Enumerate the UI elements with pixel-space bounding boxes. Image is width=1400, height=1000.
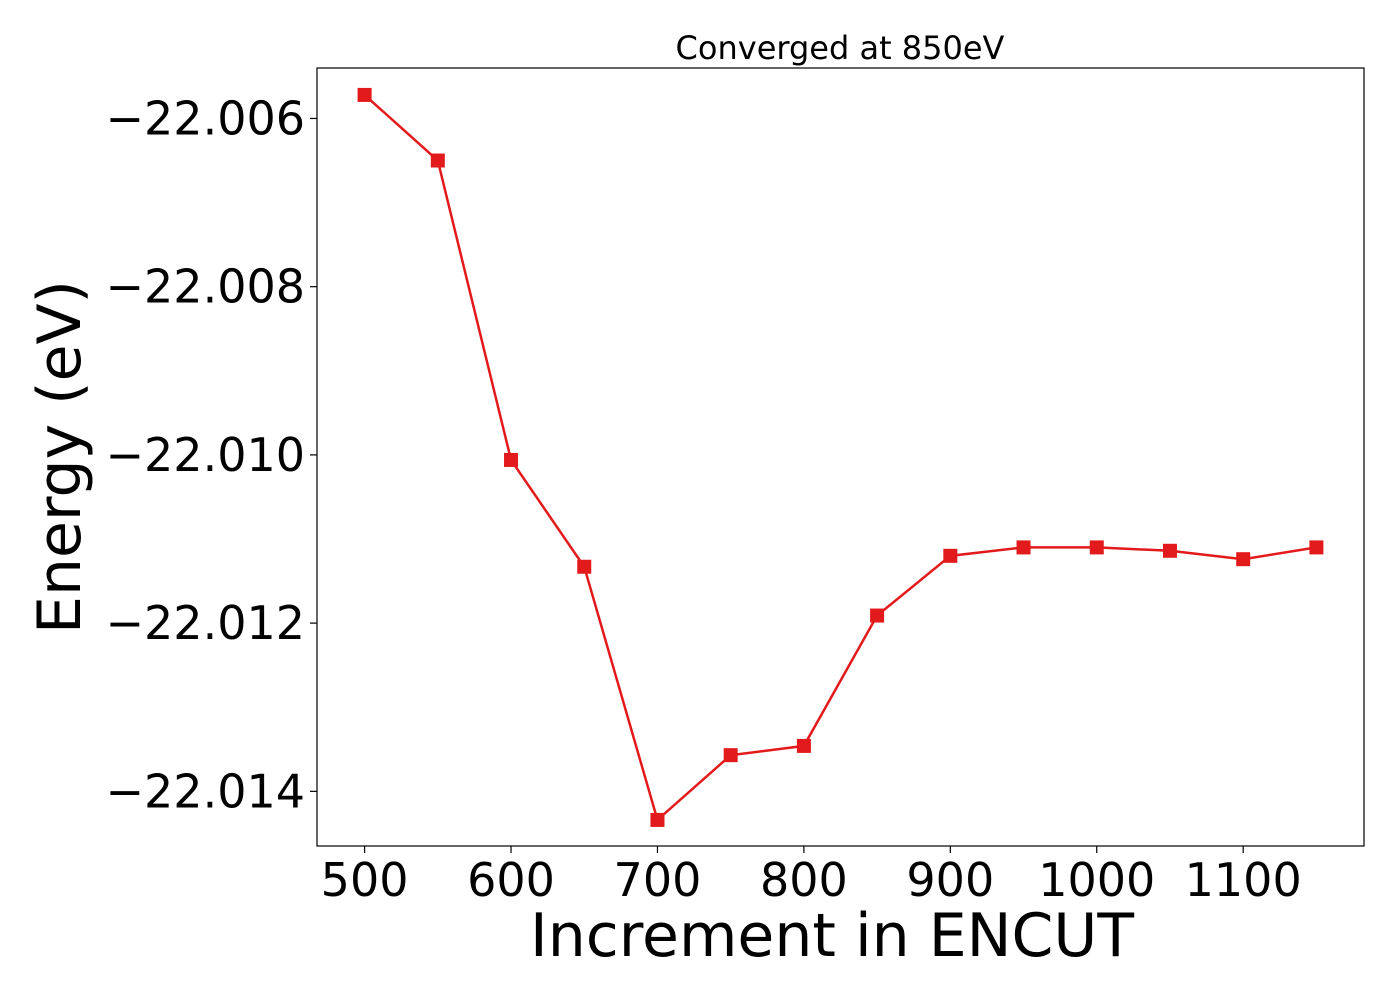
data-point-marker (357, 87, 372, 102)
data-point-marker (1236, 552, 1251, 567)
x-tick-label: 800 (760, 853, 848, 907)
x-tick-label: 900 (906, 853, 994, 907)
x-tick-label: 700 (614, 853, 702, 907)
x-axis-label: Increment in ENCUT (530, 901, 1134, 971)
data-point-marker (504, 452, 519, 467)
series-line (363, 93, 1317, 823)
plot-frame (316, 67, 1365, 847)
x-tick-label: 1100 (1185, 853, 1302, 907)
x-axis-ticks: 500 600 700 800 900 1000 1100 (321, 846, 1302, 907)
data-point-marker (1162, 543, 1177, 558)
y-tick-label: −22.010 (106, 428, 306, 482)
data-point-marker (1089, 540, 1104, 555)
energy-series (357, 87, 1324, 827)
chart-title: Converged at 850eV (676, 29, 1005, 67)
y-tick-label: −22.014 (106, 764, 306, 818)
data-point-marker (723, 748, 738, 763)
data-point-marker (650, 812, 665, 827)
data-point-marker (796, 738, 811, 753)
data-point-marker (577, 559, 592, 574)
y-axis-ticks: −22.006 −22.008 −22.010 −22.012 −22.014 (106, 91, 317, 818)
y-tick-label: −22.006 (106, 91, 306, 145)
y-axis-label: Energy (eV) (25, 280, 95, 634)
data-point-marker (430, 153, 445, 168)
x-tick-label: 600 (467, 853, 555, 907)
x-tick-label: 500 (321, 853, 409, 907)
data-point-marker (943, 548, 958, 563)
x-tick-label: 1000 (1038, 853, 1155, 907)
data-point-marker (870, 608, 885, 623)
data-point-marker (1016, 540, 1031, 555)
y-tick-label: −22.012 (106, 596, 306, 650)
data-point-marker (1309, 540, 1324, 555)
y-tick-label: −22.008 (106, 260, 306, 314)
